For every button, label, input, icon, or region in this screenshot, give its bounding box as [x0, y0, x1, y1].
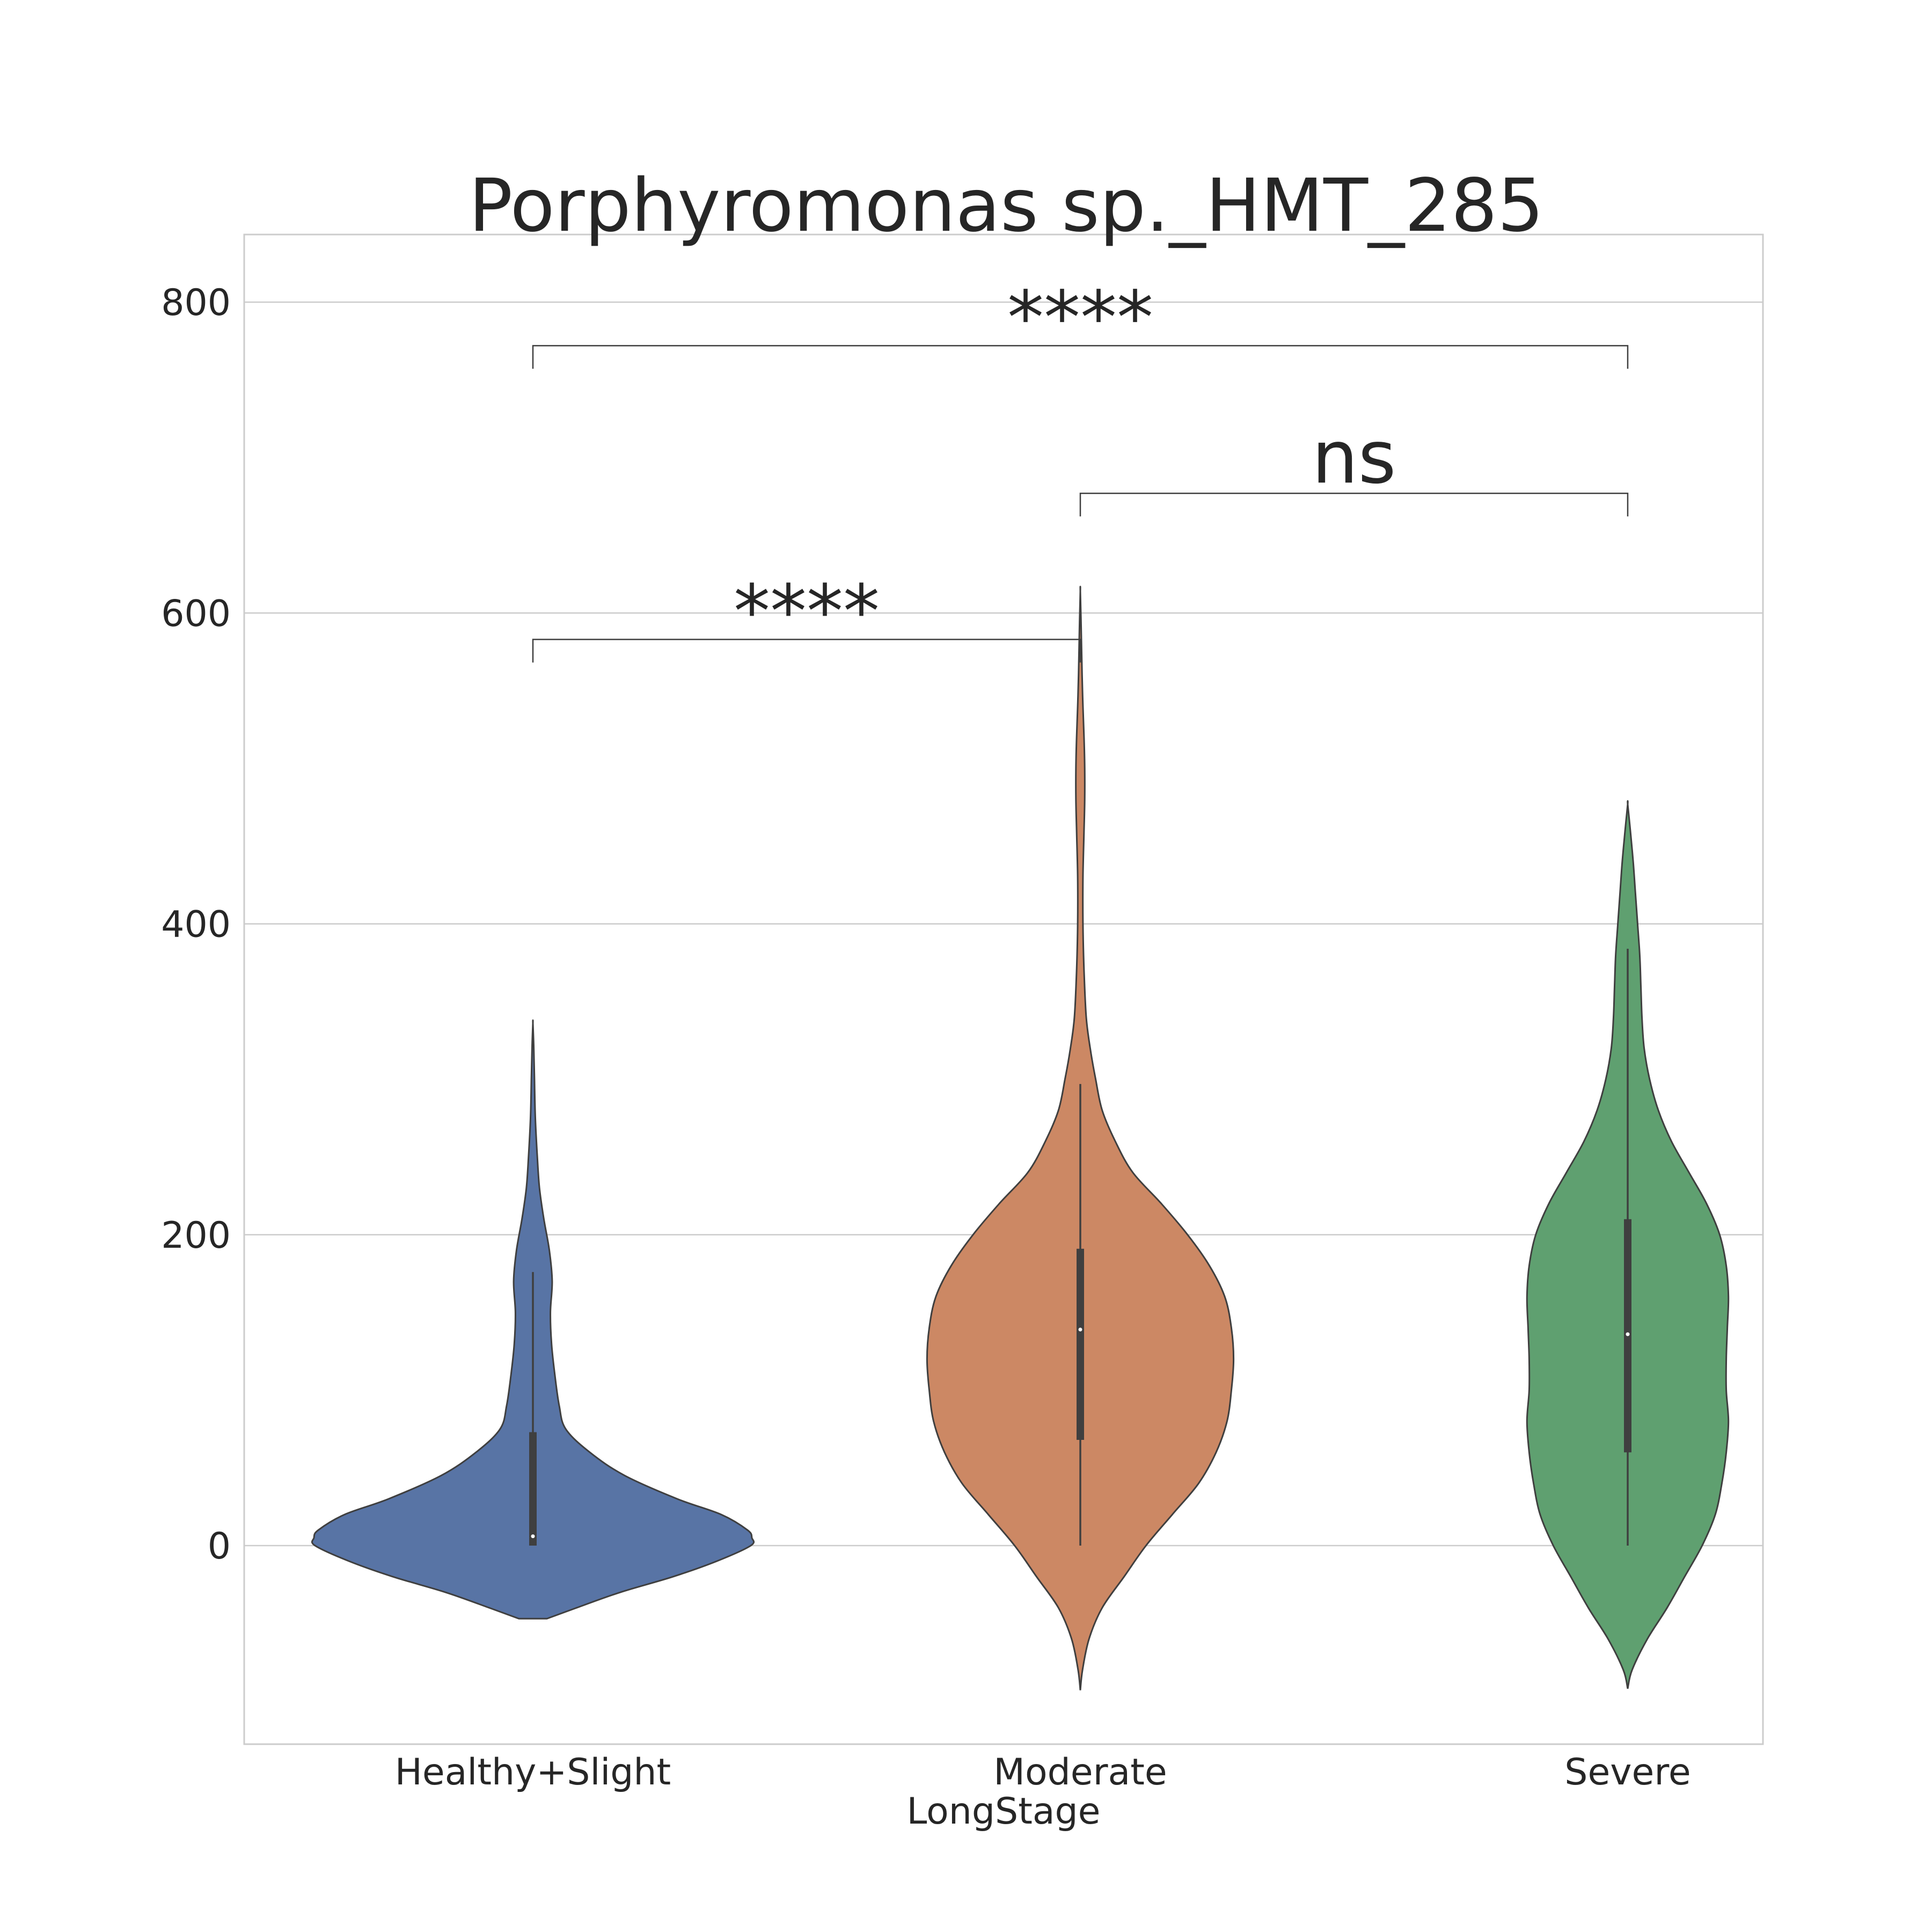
violin-median-point	[531, 1534, 535, 1539]
violins	[311, 586, 1730, 1690]
significance-label: ****	[734, 569, 880, 654]
plot-frame	[243, 233, 1764, 1745]
x-tick-labels: Healthy+Slight Moderate Severe	[395, 1751, 1691, 1794]
significance-bracket	[532, 345, 1629, 369]
x-tick-label: Healthy+Slight	[395, 1751, 671, 1794]
significance-bracket	[1079, 492, 1629, 517]
significance-label: ****	[1007, 276, 1153, 361]
y-tick-label: 600	[161, 592, 231, 635]
y-tick-label: 200	[161, 1214, 231, 1257]
violin-median-point	[1078, 1327, 1082, 1331]
x-tick-label: Moderate	[993, 1751, 1167, 1794]
y-tick-labels: 0 200 400 600 800	[161, 282, 231, 1568]
y-tick-label: 400	[161, 904, 231, 946]
y-tick-label: 800	[161, 282, 231, 324]
chart-title: Porphyromonas sp._HMT_285	[469, 164, 1543, 248]
significance-brackets: **** ns ****	[532, 276, 1629, 663]
x-axis-label: LongStage	[906, 1790, 1100, 1833]
violin-median-point	[1626, 1332, 1630, 1336]
significance-label: ns	[1312, 415, 1396, 500]
significance-bracket	[532, 639, 1081, 663]
y-tick-label: 0	[208, 1525, 231, 1568]
x-tick-label: Severe	[1564, 1751, 1690, 1794]
grid-lines	[244, 301, 1763, 1547]
